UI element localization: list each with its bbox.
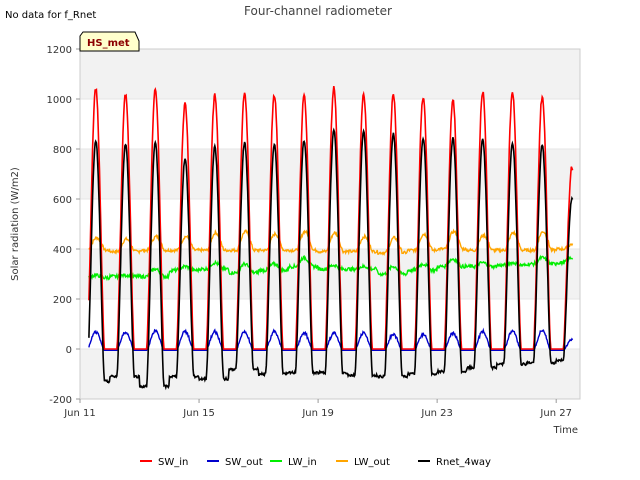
legend: SW_in SW_out LW_in LW_out Rnet_4way	[140, 457, 491, 468]
y-tick-label: 400	[53, 245, 72, 256]
y-tick-label: 800	[53, 145, 72, 156]
series-layer	[88, 85, 574, 391]
series-line-rnet-4way	[88, 127, 574, 391]
grid-band	[80, 249, 580, 299]
legend-label: Rnet_4way	[436, 457, 491, 468]
x-tick-label: Jun 15	[182, 408, 215, 419]
y-tick-label: 1000	[47, 95, 72, 106]
plot-area-frame	[79, 48, 581, 400]
x-tick-label: Jun 27	[539, 408, 572, 419]
series-line-sw-out	[88, 327, 574, 352]
x-tick-label: Jun 11	[63, 408, 96, 419]
chart-title: Four-channel radiometer	[244, 4, 392, 18]
y-tick-label: -200	[49, 395, 72, 406]
legend-label: SW_out	[225, 457, 263, 468]
grid-band	[80, 49, 580, 99]
y-tick-label: 600	[53, 195, 72, 206]
x-axis-ticks: Jun 11 Jun 15 Jun 19 Jun 23 Jun 27	[63, 399, 572, 419]
badge-shape	[79, 31, 140, 52]
legend-label: LW_out	[354, 457, 390, 468]
x-tick-label: Jun 19	[301, 408, 334, 419]
y-tick-label: 200	[53, 295, 72, 306]
series-line-lw-in	[88, 254, 574, 282]
y-tick-label: 0	[66, 345, 72, 356]
x-axis-label: Time	[553, 425, 578, 436]
x-tick-label: Jun 23	[420, 408, 453, 419]
legend-label: SW_in	[158, 457, 188, 468]
y-axis-ticks: -200 0 200 400 600 800 1000 1200	[47, 45, 80, 406]
legend-label: LW_in	[288, 457, 317, 468]
series-line-sw-in	[88, 85, 574, 350]
no-data-note: No data for f_Rnet	[5, 10, 96, 21]
y-axis-label: Solar radiation (W/m2)	[10, 167, 21, 281]
series-line-lw-out	[88, 228, 574, 256]
badge-label: HS_met	[87, 38, 130, 49]
y-tick-label: 1200	[47, 45, 72, 56]
station-badge: HS_met	[79, 31, 140, 52]
